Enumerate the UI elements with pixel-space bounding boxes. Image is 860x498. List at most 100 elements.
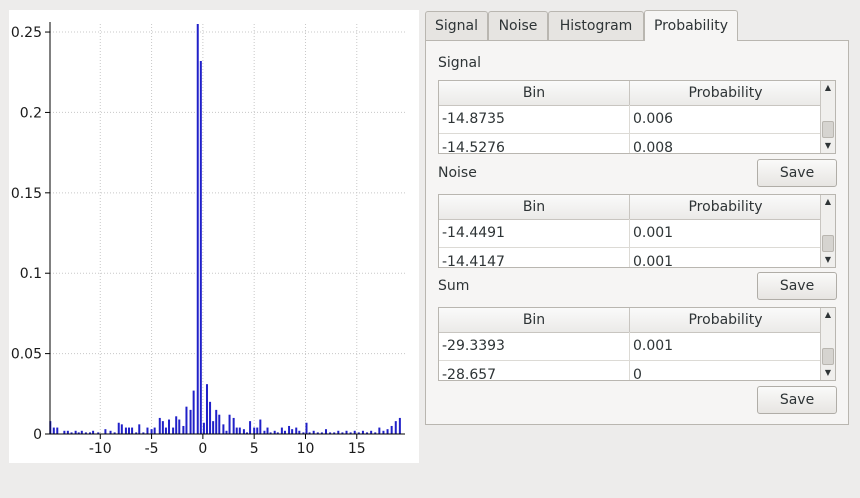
histogram-bar: [113, 432, 116, 434]
histogram-bar: [80, 430, 83, 434]
probability-cell[interactable]: 0.001: [633, 254, 674, 268]
bin-column-header[interactable]: Bin: [439, 195, 630, 219]
histogram-bar: [52, 427, 55, 434]
histogram-bar: [164, 427, 167, 434]
bin-column-header[interactable]: Bin: [439, 81, 630, 105]
histogram-bar: [84, 432, 87, 434]
table-row[interactable]: -14.4491 0.001: [439, 219, 821, 248]
histogram-bar: [178, 419, 181, 434]
x-tick-label: 15: [348, 441, 366, 457]
bin-cell[interactable]: -28.657: [439, 361, 630, 380]
histogram-bar: [138, 424, 141, 434]
scroll-up-arrow-icon[interactable]: ▲: [824, 310, 832, 319]
scroll-down-arrow-icon[interactable]: ▼: [824, 141, 832, 150]
scroll-down-arrow-icon[interactable]: ▼: [824, 255, 832, 264]
histogram-bar: [142, 432, 145, 434]
histogram-bar: [242, 429, 245, 434]
histogram-bar: [263, 430, 266, 434]
vertical-scrollbar[interactable]: ▲ ▼: [820, 81, 835, 153]
bin-cell[interactable]: -14.8735: [439, 105, 630, 133]
table-header: Bin Probability: [439, 195, 821, 220]
scrollbar-thumb[interactable]: [822, 348, 834, 365]
table-row[interactable]: -29.3393 0.001: [439, 332, 821, 361]
table-row[interactable]: -14.8735 0.006: [439, 105, 821, 134]
histogram-bar: [366, 432, 369, 434]
histogram-bar: [77, 432, 80, 434]
histogram-bar: [196, 24, 199, 434]
probability-cell[interactable]: 0.008: [633, 140, 674, 154]
histogram-bar: [269, 432, 272, 434]
histogram-bar: [205, 384, 208, 434]
histogram-bar: [185, 406, 188, 434]
histogram-bar: [259, 419, 262, 434]
bin-cell[interactable]: -14.4147: [439, 248, 630, 267]
vertical-scrollbar[interactable]: ▲ ▼: [820, 308, 835, 380]
table-row[interactable]: -28.657 0: [439, 361, 821, 381]
sum-table[interactable]: Bin Probability -29.3393 0.001 -28.657 0…: [438, 307, 836, 381]
scroll-up-arrow-icon[interactable]: ▲: [824, 83, 832, 92]
signal-section-label: Signal: [438, 55, 482, 71]
tab-probability[interactable]: Probability: [644, 10, 738, 41]
table-row[interactable]: -14.4147 0.001: [439, 248, 821, 268]
vertical-scrollbar[interactable]: ▲ ▼: [820, 195, 835, 267]
probability-cell[interactable]: 0.001: [633, 338, 674, 354]
scroll-up-arrow-icon[interactable]: ▲: [824, 197, 832, 206]
signal-table[interactable]: Bin Probability -14.8735 0.006 -14.5276 …: [438, 80, 836, 154]
histogram-bar: [316, 432, 319, 434]
histogram-bar: [89, 432, 92, 434]
scrollbar-thumb[interactable]: [822, 235, 834, 252]
histogram-bar: [222, 424, 225, 434]
probability-column-header[interactable]: Probability: [688, 312, 763, 328]
histogram-bar: [295, 427, 298, 434]
histogram-bar: [256, 427, 259, 434]
histogram-bar: [283, 430, 286, 434]
histogram-bar: [249, 421, 252, 434]
histogram-bar: [135, 432, 138, 434]
y-tick-label: 0.25: [11, 25, 42, 41]
histogram-bar: [353, 430, 356, 434]
histogram-bar: [370, 430, 373, 434]
histogram-bar: [345, 430, 348, 434]
sum-save-button[interactable]: Save: [757, 386, 837, 414]
scrollbar-thumb[interactable]: [822, 121, 834, 138]
table-row[interactable]: -14.5276 0.008: [439, 134, 821, 154]
histogram-bar: [161, 421, 164, 434]
probability-cell[interactable]: 0.006: [633, 111, 674, 127]
histogram-bar: [63, 430, 66, 434]
tab-signal[interactable]: Signal: [425, 11, 488, 40]
histogram-bar: [329, 432, 332, 434]
noise-section-label: Noise: [438, 165, 477, 181]
histogram-bar: [109, 430, 112, 434]
probability-cell[interactable]: 0.001: [633, 225, 674, 241]
probability-cell[interactable]: 0: [633, 367, 642, 381]
noise-save-button[interactable]: Save: [757, 272, 837, 300]
histogram-bar: [382, 430, 385, 434]
histogram-bar: [357, 432, 360, 434]
probability-column-header[interactable]: Probability: [688, 85, 763, 101]
tab-noise[interactable]: Noise: [488, 11, 548, 40]
histogram-bar: [245, 432, 248, 434]
histogram-bar: [218, 414, 221, 434]
noise-table[interactable]: Bin Probability -14.4491 0.001 -14.4147 …: [438, 194, 836, 268]
histogram-bar: [280, 427, 283, 434]
histogram-bar: [302, 432, 305, 434]
plot-canvas: -10 -5 0 5 10 15 0 0.05 0.1 0.15 0.2 0.25: [11, 22, 405, 457]
tab-histogram[interactable]: Histogram: [548, 11, 644, 40]
scroll-down-arrow-icon[interactable]: ▼: [824, 368, 832, 377]
y-tick-label: 0: [33, 427, 42, 443]
bin-column-header[interactable]: Bin: [439, 308, 630, 332]
bin-cell[interactable]: -14.5276: [439, 134, 630, 153]
x-tick-label: 0: [198, 441, 207, 457]
bin-cell[interactable]: -29.3393: [439, 332, 630, 360]
histogram-bar: [131, 427, 134, 434]
signal-save-button[interactable]: Save: [757, 159, 837, 187]
histogram-bar: [56, 427, 59, 434]
histogram-bar: [276, 432, 279, 434]
probability-column-header[interactable]: Probability: [688, 199, 763, 215]
histogram-bar: [361, 430, 364, 434]
x-tick-label: 5: [250, 441, 259, 457]
bin-cell[interactable]: -14.4491: [439, 219, 630, 247]
histogram-bar: [238, 427, 241, 434]
histogram-bar: [394, 421, 397, 434]
histogram-bar: [291, 429, 294, 434]
